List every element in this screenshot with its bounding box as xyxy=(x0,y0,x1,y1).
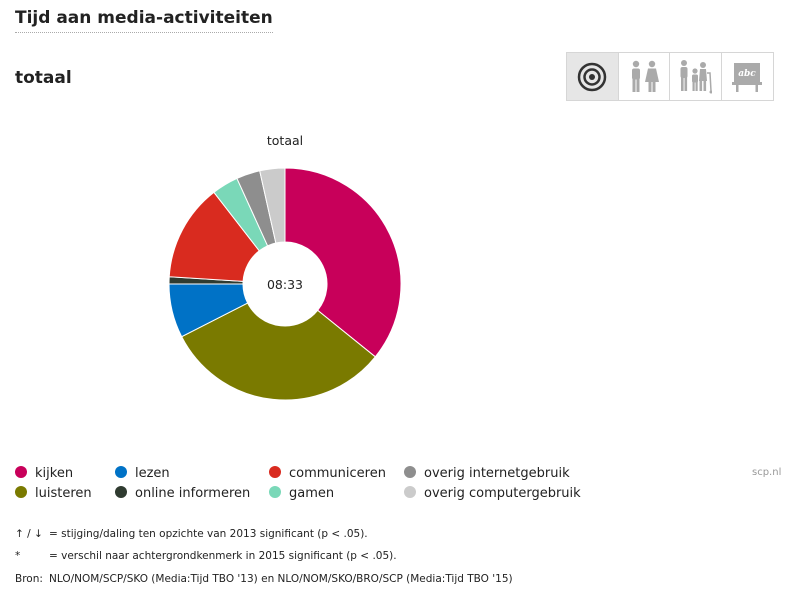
legend-swatch xyxy=(404,466,416,478)
legend-item-lezen[interactable]: lezen xyxy=(115,466,170,481)
source-label: Bron: xyxy=(15,573,43,585)
svg-text:abc: abc xyxy=(738,69,756,79)
education-view-button[interactable]: abc xyxy=(721,53,773,100)
page-title: Tijd aan media-activiteiten xyxy=(15,8,273,33)
legend-item-overig-computergebruik[interactable]: overig computergebruik xyxy=(404,486,581,501)
legend-swatch xyxy=(269,466,281,478)
credit: scp.nl xyxy=(752,467,782,478)
legend-label: communiceren xyxy=(289,466,386,481)
legend-label: overig computergebruik xyxy=(424,486,581,501)
note-difference: * = verschil naar achtergrondkenmerk in 2… xyxy=(15,550,397,562)
legend-swatch xyxy=(115,486,127,498)
legend-swatch xyxy=(404,486,416,498)
legend-label: overig internetgebruik xyxy=(424,466,570,481)
age-icon xyxy=(680,59,713,93)
center-label: 08:33 xyxy=(267,277,303,292)
legend-label: online informeren xyxy=(135,486,251,501)
slice-luisteren[interactable] xyxy=(180,302,377,401)
legend-label: lezen xyxy=(135,466,170,481)
legend-item-gamen[interactable]: gamen xyxy=(269,486,334,501)
legend-swatch xyxy=(115,466,127,478)
slice-overig-computergebruik[interactable] xyxy=(259,167,286,244)
note-symbol: * xyxy=(15,550,21,562)
note-text: = stijging/daling ten opzichte van 2013 … xyxy=(49,528,368,540)
legend-item-communiceren[interactable]: communiceren xyxy=(269,466,386,481)
source-text: NLO/NOM/SCP/SKO (Media:Tijd TBO '13) en … xyxy=(49,573,513,585)
legend-item-kijken[interactable]: kijken xyxy=(15,466,73,481)
legend-swatch xyxy=(15,466,27,478)
total-view-button[interactable] xyxy=(567,53,619,100)
education-icon: abc xyxy=(732,62,763,92)
view-selector: abc xyxy=(566,52,774,101)
chart-title: totaal xyxy=(267,133,303,148)
chart-slices xyxy=(168,167,402,401)
legend-swatch xyxy=(269,486,281,498)
legend-label: gamen xyxy=(289,486,335,501)
legend-label: kijken xyxy=(35,466,74,481)
note-significance: ↑ / ↓ = stijging/daling ten opzichte van … xyxy=(15,528,368,540)
target-icon xyxy=(578,62,607,91)
note-symbol: ↑ / ↓ xyxy=(15,528,43,540)
gender-icon xyxy=(631,60,659,92)
slice-kijken[interactable] xyxy=(284,167,402,358)
legend-item-overig-internetgebruik[interactable]: overig internetgebruik xyxy=(404,466,570,481)
note-text: = verschil naar achtergrondkenmerk in 20… xyxy=(49,550,397,562)
legend-item-online-informeren[interactable]: online informeren xyxy=(115,486,250,501)
legend-label: luisteren xyxy=(35,486,92,501)
page-subtitle: totaal xyxy=(15,68,72,88)
legend-swatch xyxy=(15,486,27,498)
age-view-button[interactable] xyxy=(670,53,722,100)
legend-item-luisteren[interactable]: luisteren xyxy=(15,486,92,501)
gender-view-button[interactable] xyxy=(618,53,670,100)
source-note: Bron: NLO/NOM/SCP/SKO (Media:Tijd TBO '13… xyxy=(15,573,513,585)
